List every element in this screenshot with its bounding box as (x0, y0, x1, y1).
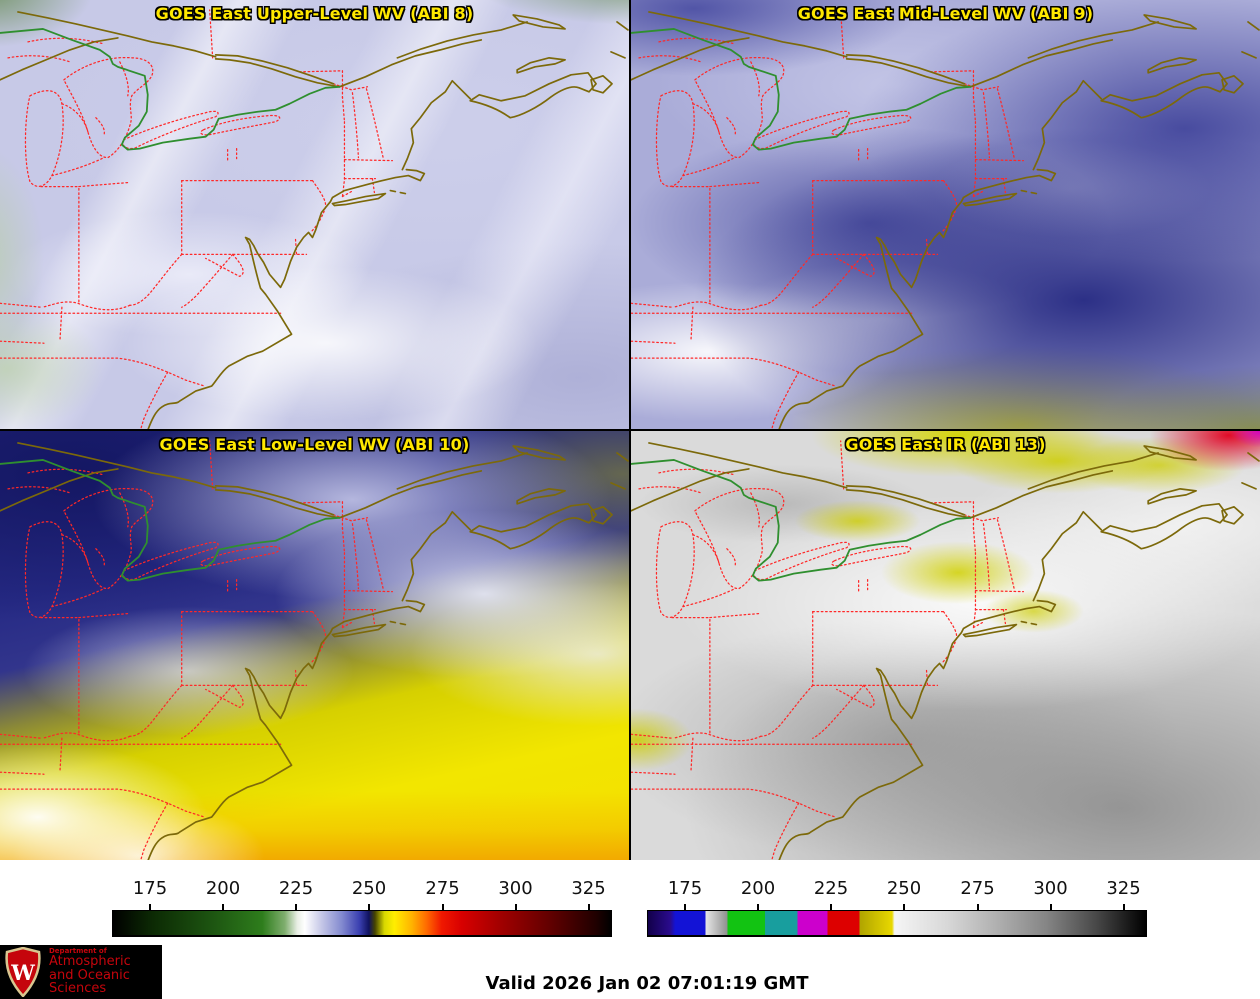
wv-tick-label: 325 (571, 878, 606, 899)
crest-letter: W (10, 960, 35, 985)
wv-tick-mark (295, 904, 297, 910)
wv-tick-label: 275 (425, 878, 460, 899)
wv-tick-mark (368, 904, 370, 910)
wv-tick-mark (149, 904, 151, 910)
ir-tick-label: 250 (886, 878, 922, 899)
wv-tick-mark (587, 904, 590, 910)
colorbar-wv: 175 200 225 250 275 300 325 (112, 860, 612, 950)
ir-tick-mark (1049, 904, 1052, 910)
ir-tick-label: 225 (813, 878, 849, 899)
ir-tick-mark (903, 904, 905, 910)
panel-low-level-wv: GOES East Low-Level WV (ABI 10) (0, 431, 629, 860)
wv-tick-label: 225 (278, 878, 314, 899)
map-overlay-ir (631, 440, 1260, 860)
wv-tick-label: 200 (205, 878, 241, 899)
logo-text-block: Department of Atmospheric and Oceanic Sc… (49, 946, 162, 997)
wv-tick-mark (514, 904, 517, 910)
logo-dept-line: Department of (49, 946, 107, 955)
ir-tick-mark (757, 904, 759, 910)
satellite-panel-grid: GOES East Upper-Level WV (ABI 8) GOES Ea… (0, 0, 1260, 860)
wv-tick-label: 300 (498, 878, 533, 899)
ir-tick-label: 175 (667, 878, 703, 899)
panel-mid-level-wv: GOES East Mid-Level WV (ABI 9) (631, 0, 1260, 429)
ir-tick-mark (1122, 904, 1125, 910)
logo-name-line2: and Oceanic Sciences (49, 967, 130, 997)
wv-tick-mark (441, 904, 444, 910)
bottom-strip: 175 200 225 250 275 300 325 175 200 225 … (0, 860, 1260, 999)
wv-tick-label: 250 (351, 878, 387, 899)
ir-tick-mark (830, 904, 832, 910)
panel-upper-level-wv: GOES East Upper-Level WV (ABI 8) (0, 0, 629, 429)
colorbar-ir: 175 200 225 250 275 300 325 (647, 860, 1147, 950)
ir-tick-label: 200 (740, 878, 776, 899)
map-overlay-mid-wv (631, 9, 1260, 429)
aos-logo: W Department of Atmospheric and Oceanic … (0, 945, 162, 999)
ir-tick-label: 325 (1106, 878, 1141, 899)
wv-tick-label: 175 (132, 878, 168, 899)
wv-colorbar-gradient (112, 910, 612, 937)
ir-tick-mark (684, 904, 686, 910)
map-overlay-upper-wv (0, 9, 629, 429)
map-overlay-low-wv (0, 440, 629, 860)
uw-crest-icon: W (5, 947, 41, 997)
ir-colorbar-gradient (647, 910, 1147, 937)
valid-time-label: Valid 2026 Jan 02 07:01:19 GMT (485, 973, 809, 994)
ir-tick-label: 300 (1033, 878, 1068, 899)
logo-name-line1: Atmospheric (49, 954, 131, 970)
panel-ir: GOES East IR (ABI 13) (631, 431, 1260, 860)
wv-tick-mark (222, 904, 224, 910)
ir-tick-label: 275 (960, 878, 995, 899)
ir-tick-mark (976, 904, 979, 910)
